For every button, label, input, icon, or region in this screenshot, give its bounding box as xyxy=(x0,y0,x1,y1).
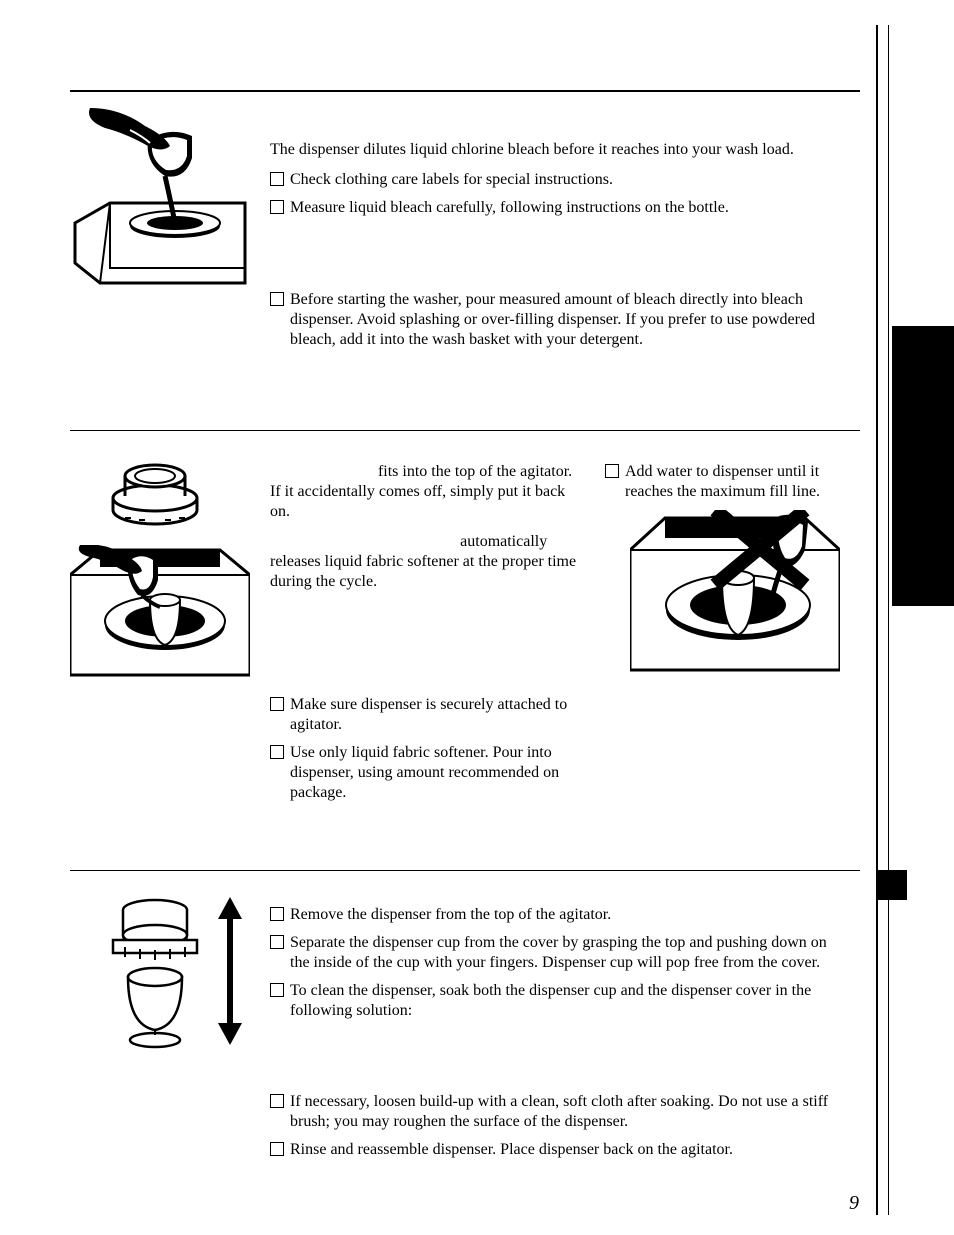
side-tab-black xyxy=(892,326,954,606)
checkbox-icon xyxy=(270,745,284,759)
section3-text: Remove the dispenser from the top of the… xyxy=(270,905,845,1029)
checkbox-icon xyxy=(270,172,284,186)
check-row: To clean the dispenser, soak both the di… xyxy=(270,981,845,1021)
check-text: Remove the dispenser from the top of the… xyxy=(290,905,845,925)
divider xyxy=(70,430,860,431)
checkbox-icon xyxy=(270,935,284,949)
checkbox-icon xyxy=(270,983,284,997)
check-row: Before starting the washer, pour measure… xyxy=(270,290,845,350)
checkbox-icon xyxy=(270,200,284,214)
check-text: Before starting the washer, pour measure… xyxy=(290,290,845,350)
t: fits into the top of the agitator. If it… xyxy=(270,463,572,520)
check-row: Remove the dispenser from the top of the… xyxy=(270,905,845,925)
check-row: Add water to dispenser until it reaches … xyxy=(605,462,865,502)
section2-left-col: The agitator cap fits into the top of th… xyxy=(270,462,580,602)
check-text: Check clothing care labels for special i… xyxy=(290,170,845,190)
side-tab-small xyxy=(877,870,907,900)
checkbox-icon xyxy=(270,292,284,306)
check-row: Use only liquid fabric softener. Pour in… xyxy=(270,743,580,803)
checkbox-icon xyxy=(270,1094,284,1108)
checkbox-icon xyxy=(270,1142,284,1156)
check-row: Check clothing care labels for special i… xyxy=(270,170,845,190)
check-text: Rinse and reassemble dispenser. Place di… xyxy=(290,1140,845,1160)
check-row: Make sure dispenser is securely attached… xyxy=(270,695,580,735)
section1-text: The dispenser dilutes liquid chlorine bl… xyxy=(270,140,845,226)
check-text: To clean the dispenser, soak both the di… xyxy=(290,981,845,1021)
check-row: Separate the dispenser cup from the cove… xyxy=(270,933,845,973)
check-text: Make sure dispenser is securely attached… xyxy=(290,695,580,735)
t: automatically releases liquid fabric sof… xyxy=(270,533,576,590)
page-number: 9 xyxy=(849,1192,859,1215)
top-rule xyxy=(70,90,860,92)
check-text: Use only liquid fabric softener. Pour in… xyxy=(290,743,580,803)
page-content: The dispenser dilutes liquid chlorine bl… xyxy=(70,0,860,1235)
bleach-intro: The dispenser dilutes liquid chlorine bl… xyxy=(270,140,845,160)
section2-right-col: Add water to dispenser until it reaches … xyxy=(605,462,865,510)
bleach-pour-illustration xyxy=(70,108,250,288)
section2-left-checks: Make sure dispenser is securely attached… xyxy=(270,695,580,811)
section1-text-b: Before starting the washer, pour measure… xyxy=(270,290,845,358)
check-row: Measure liquid bleach carefully, followi… xyxy=(270,198,845,218)
check-text: If necessary, loosen build-up with a cle… xyxy=(290,1092,845,1132)
check-text: Measure liquid bleach carefully, followi… xyxy=(290,198,845,218)
agitator-cap-illustration xyxy=(95,448,215,533)
check-row: Rinse and reassemble dispenser. Place di… xyxy=(270,1140,845,1160)
page-right-border xyxy=(876,25,878,1215)
softener-pour-illustration xyxy=(70,545,250,695)
checkbox-icon xyxy=(270,907,284,921)
auto-release-text: The fabric softener dispenser automatica… xyxy=(270,532,580,592)
checkbox-icon xyxy=(270,697,284,711)
check-text: Separate the dispenser cup from the cove… xyxy=(290,933,845,973)
page-right-border-thin xyxy=(888,25,889,1215)
checkbox-icon xyxy=(605,464,619,478)
section3-text-b: If necessary, loosen build-up with a cle… xyxy=(270,1092,845,1168)
no-direct-pour-illustration xyxy=(630,510,840,685)
cap-fits-text: The agitator cap fits into the top of th… xyxy=(270,462,580,522)
check-row: If necessary, loosen build-up with a cle… xyxy=(270,1092,845,1132)
dispenser-clean-illustration xyxy=(90,895,260,1050)
check-text: Add water to dispenser until it reaches … xyxy=(625,462,865,502)
divider-2 xyxy=(70,870,860,871)
